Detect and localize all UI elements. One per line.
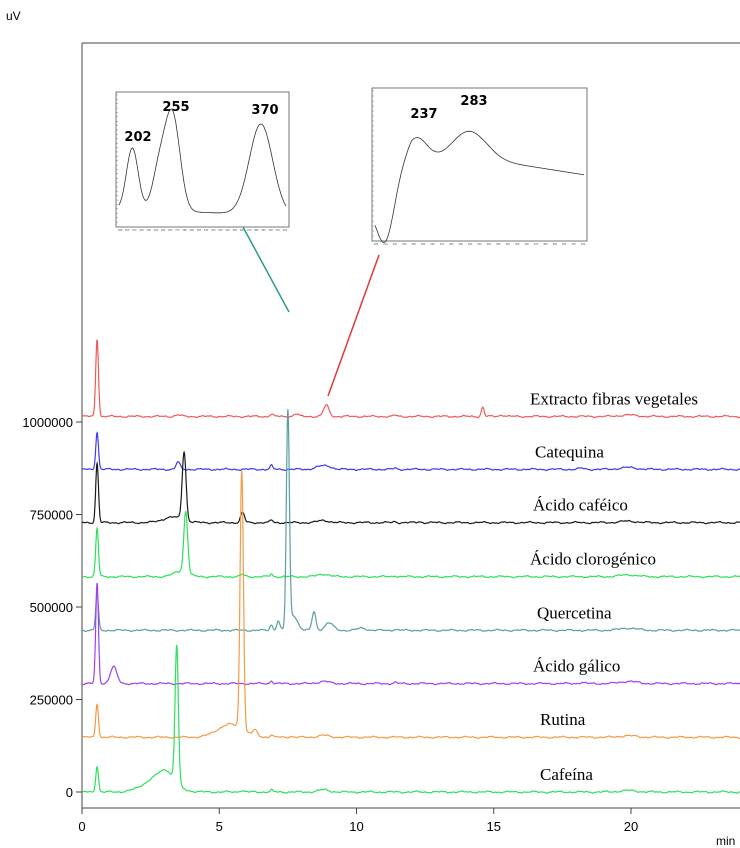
series-line bbox=[81, 409, 740, 632]
inset-spectrum-curve bbox=[118, 108, 287, 214]
inset-peak-label: 370 bbox=[251, 103, 278, 118]
inset-x-tick-label: 260 bbox=[168, 228, 173, 232]
y-tick-label: 1000000 bbox=[22, 415, 73, 430]
inset-frame bbox=[115, 91, 290, 228]
inset-x-tick-label: 230 bbox=[402, 242, 407, 246]
series-line bbox=[81, 470, 740, 740]
inset-x-tick-label: 260 bbox=[430, 242, 435, 246]
axes: uV min 0 250000 500000 750000 1000000 0 5 10 15 20 bbox=[6, 9, 740, 848]
inset-peak-label: 237 bbox=[410, 107, 437, 122]
series-line bbox=[81, 450, 740, 525]
inset-x-tick-label: 330 bbox=[496, 242, 501, 246]
inset-x-tick-label: 320 bbox=[487, 242, 492, 246]
inset-x-tick-label: 240 bbox=[154, 228, 159, 232]
inset-x-tick-label: 350 bbox=[515, 242, 520, 246]
inset-x-tick-label: 350 bbox=[233, 228, 238, 232]
y-axis-unit: uV bbox=[6, 9, 21, 23]
series-label: Ácido clorogénico bbox=[530, 550, 656, 569]
inset-x-tick-label: 200 bbox=[374, 242, 379, 246]
inset-spectrum: 189 200 210 220 230 240 250 260 270 280 290 300 310 3… bbox=[115, 91, 290, 313]
inset-x-tick-label: 320 bbox=[211, 228, 216, 232]
inset-spectrum-curve bbox=[374, 130, 585, 243]
inset-peak-label: 255 bbox=[162, 100, 189, 115]
inset-x-tick-label: 230 bbox=[147, 228, 152, 232]
inset-x-tick-label: 270 bbox=[440, 242, 445, 246]
inset-x-tick-label: 250 bbox=[421, 242, 426, 246]
y-tick-label: 500000 bbox=[30, 600, 73, 615]
inset-x-tick-label: 210 bbox=[383, 242, 388, 246]
inset-x-tick-label: 240 bbox=[411, 242, 416, 246]
y-tick-label: 250000 bbox=[30, 693, 73, 708]
series-group bbox=[81, 339, 740, 794]
inset-x-tick-label: 280 bbox=[182, 228, 187, 232]
x-axis-unit: min bbox=[716, 834, 735, 848]
inset-x-tick-label: 220 bbox=[139, 228, 144, 232]
inset-x-tick-label: 420 bbox=[283, 228, 288, 232]
inset-x-tick-label: 280 bbox=[449, 242, 454, 246]
inset-x-tick-label: 220 bbox=[393, 242, 398, 246]
inset-x-tick-label: 370 bbox=[534, 242, 539, 246]
x-tick-label: 10 bbox=[349, 819, 363, 834]
series-label: Ácido caféico bbox=[533, 496, 628, 515]
inset-x-tick-label: 310 bbox=[477, 242, 482, 246]
inset-x-tick-label: 340 bbox=[225, 228, 230, 232]
inset-x-tick-label: 400 bbox=[268, 228, 273, 232]
inset-x-tick-label: 189 bbox=[118, 228, 123, 232]
insets: 189 200 210 220 230 240 250 260 270 280 290 300 310 3… bbox=[115, 87, 588, 397]
inset-x-tick-label: 270 bbox=[175, 228, 180, 232]
y-tick-label: 0 bbox=[66, 785, 73, 800]
inset-connector-line bbox=[242, 226, 290, 313]
inset-x-tick-label: 300 bbox=[197, 228, 202, 232]
inset-spectrum: 200 210 220 230 240 250 260 270 280 290 300 310 320 3… bbox=[327, 87, 588, 397]
inset-x-tick-label: 380 bbox=[543, 242, 548, 246]
x-tick-label: 0 bbox=[78, 819, 85, 834]
inset-x-tick-label: 340 bbox=[506, 242, 511, 246]
inset-x-tick-label: 360 bbox=[524, 242, 529, 246]
series-label: Extracto fibras vegetales bbox=[530, 389, 698, 408]
inset-x-tick-label: 330 bbox=[218, 228, 223, 232]
y-tick-label: 750000 bbox=[30, 508, 73, 523]
inset-x-tick-label: 420 bbox=[581, 242, 586, 246]
x-tick-label: 15 bbox=[487, 819, 501, 834]
inset-frame bbox=[371, 87, 588, 242]
inset-x-tick-label: 410 bbox=[276, 228, 281, 232]
inset-x-tick-label: 300 bbox=[468, 242, 473, 246]
inset-x-tick-label: 370 bbox=[247, 228, 252, 232]
series-line bbox=[82, 644, 740, 794]
inset-x-tick-label: 390 bbox=[553, 242, 558, 246]
series-label: Ácido gálico bbox=[533, 657, 620, 676]
inset-peak-label: 283 bbox=[460, 94, 487, 109]
series-label: Catequina bbox=[535, 442, 604, 461]
inset-x-tick-label: 290 bbox=[190, 228, 195, 232]
series-line bbox=[81, 510, 740, 579]
series-labels: Extracto fibras vegetales Catequina Ácido … bbox=[530, 389, 698, 784]
series-line bbox=[81, 582, 740, 686]
x-tick-label: 20 bbox=[624, 819, 638, 834]
series-label: Rutina bbox=[540, 710, 586, 729]
inset-x-tick-label: 410 bbox=[571, 242, 576, 246]
inset-x-tick-label: 400 bbox=[562, 242, 567, 246]
inset-connector-line bbox=[327, 254, 380, 397]
inset-x-tick-label: 290 bbox=[459, 242, 464, 246]
inset-x-tick-label: 390 bbox=[261, 228, 266, 232]
inset-x-tick-label: 380 bbox=[254, 228, 259, 232]
x-tick-label: 5 bbox=[216, 819, 223, 834]
series-line bbox=[81, 339, 740, 419]
inset-peak-label: 202 bbox=[124, 130, 151, 145]
series-label: Quercetina bbox=[537, 603, 612, 622]
inset-x-tick-label: 250 bbox=[161, 228, 166, 232]
inset-x-tick-label: 210 bbox=[132, 228, 137, 232]
series-line bbox=[81, 431, 740, 472]
inset-x-tick-label: 200 bbox=[125, 228, 130, 232]
inset-x-tick-label: 310 bbox=[204, 228, 209, 232]
series-label: Cafeína bbox=[540, 765, 593, 784]
inset-x-tick-label: 360 bbox=[240, 228, 245, 232]
